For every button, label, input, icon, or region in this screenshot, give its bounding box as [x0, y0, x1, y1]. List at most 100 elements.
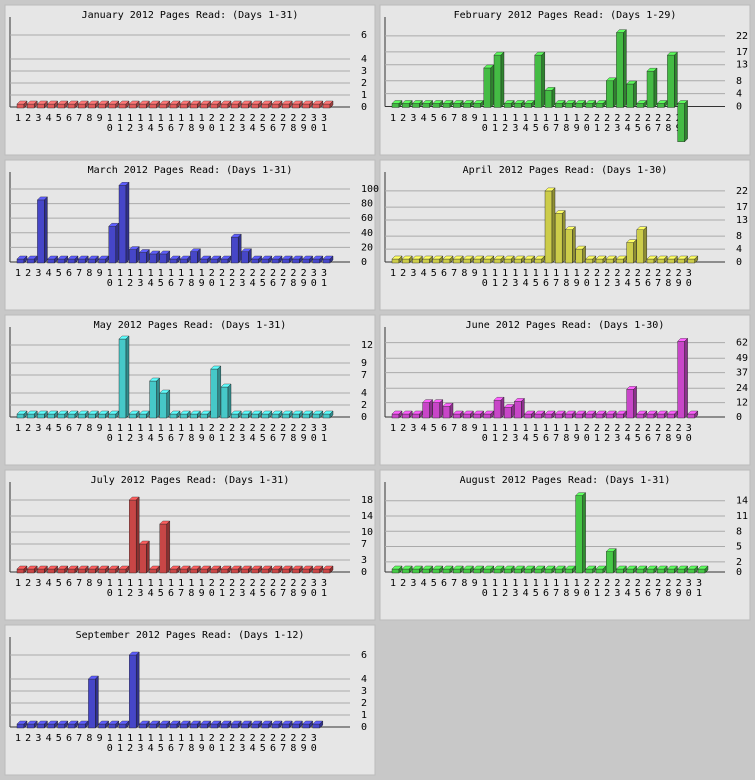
bar: [656, 410, 668, 419]
x-tick-digit: 4: [250, 433, 256, 444]
x-tick-digit: 1: [107, 578, 113, 589]
bar: [585, 565, 597, 574]
x-tick-digit: 4: [625, 433, 631, 444]
y-tick-label: 17: [736, 47, 748, 58]
bar-side: [84, 565, 89, 574]
bar: [47, 100, 59, 109]
bar: [473, 255, 485, 264]
bar: [666, 255, 678, 264]
x-tick-digit: 0: [107, 123, 113, 134]
x-tick-digit: 1: [117, 433, 123, 444]
x-tick-digit: 5: [158, 123, 164, 134]
x-tick-digit: 2: [594, 113, 600, 124]
bar-front: [210, 368, 219, 419]
x-tick-digit: 2: [127, 278, 133, 289]
chart-title: March 2012 Pages Read: (Days 1-31): [88, 165, 293, 176]
x-tick-digit: 2: [239, 113, 245, 124]
bar: [432, 565, 444, 574]
x-tick-digit: 1: [543, 578, 549, 589]
bar-side: [500, 51, 505, 108]
bar: [128, 496, 140, 574]
bar-front: [210, 103, 219, 109]
x-tick-digit: 4: [148, 123, 154, 134]
x-tick-digit: 0: [584, 588, 590, 599]
x-tick-digit: 1: [553, 423, 559, 434]
bar: [149, 100, 161, 109]
bar: [677, 99, 689, 143]
x-tick-label: 6: [66, 113, 72, 124]
x-tick-digit: 1: [137, 268, 143, 279]
y-tick-label: 4: [736, 244, 742, 255]
bar: [281, 100, 293, 109]
bar-side: [197, 565, 201, 574]
x-tick-digit: 4: [421, 113, 427, 124]
bar-front: [271, 258, 280, 264]
x-tick-digit: 1: [492, 578, 498, 589]
x-tick-digit: 1: [199, 578, 205, 589]
x-tick-digit: 0: [482, 433, 488, 444]
bar-side: [268, 255, 272, 264]
bar-front: [636, 568, 644, 574]
x-tick-label: 1: [15, 733, 21, 744]
x-tick-digit: 0: [686, 433, 692, 444]
bar: [240, 248, 252, 264]
bar: [77, 720, 89, 729]
bar-front: [422, 568, 430, 574]
bar-front: [47, 413, 55, 419]
bar: [302, 100, 314, 109]
x-tick-digit: 7: [76, 578, 82, 589]
x-tick-digit: 2: [260, 423, 266, 434]
x-tick-digit: 2: [229, 433, 235, 444]
bar-side: [653, 410, 658, 419]
x-tick-digit: 2: [301, 578, 307, 589]
bar-front: [67, 413, 76, 419]
x-tick-digit: 1: [553, 578, 559, 589]
bar-front: [504, 258, 512, 264]
x-tick-digit: 8: [290, 588, 296, 599]
bar-front: [453, 568, 461, 574]
x-tick-digit: 1: [178, 113, 184, 124]
bar-side: [602, 410, 607, 419]
x-tick-digit: 2: [229, 278, 235, 289]
x-tick-digit: 3: [321, 578, 327, 589]
x-tick-digit: 8: [665, 278, 671, 289]
x-tick-digit: 2: [209, 733, 215, 744]
bar-side: [268, 100, 272, 109]
bar: [26, 100, 38, 109]
x-tick-digit: 2: [614, 268, 620, 279]
bar: [513, 255, 525, 264]
x-tick-digit: 2: [280, 578, 286, 589]
bar: [687, 565, 699, 574]
bar-front: [261, 568, 269, 574]
y-tick-label: 3: [361, 66, 367, 77]
bar-side: [156, 377, 160, 419]
bar: [585, 99, 597, 108]
x-tick-digit: 3: [35, 423, 41, 434]
bar-front: [88, 568, 96, 574]
bar-side: [541, 255, 545, 264]
x-tick-digit: 1: [502, 113, 508, 124]
y-tick-label: 3: [361, 555, 367, 566]
bar-front: [261, 103, 269, 109]
x-tick-digit: 9: [199, 278, 205, 289]
x-tick-digit: 8: [461, 268, 467, 279]
chart-title: July 2012 Pages Read: (Days 1-31): [91, 475, 290, 486]
bar: [483, 64, 495, 108]
x-tick-digit: 4: [625, 278, 631, 289]
x-tick-digit: 2: [260, 113, 266, 124]
bar-front: [200, 723, 208, 729]
x-tick-digit: 3: [410, 268, 416, 279]
x-tick-label: 7: [76, 578, 82, 589]
bar: [595, 99, 607, 108]
